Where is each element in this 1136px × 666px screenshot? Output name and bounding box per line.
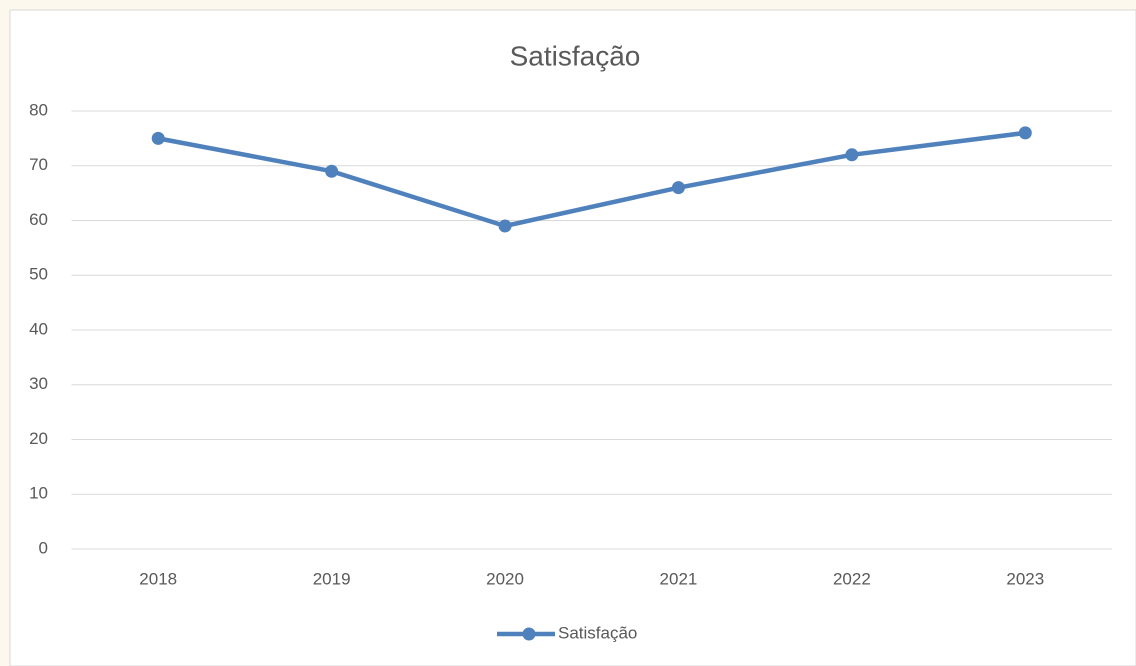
- data-point: [671, 181, 685, 195]
- x-tick-label: 2023: [1006, 569, 1044, 588]
- y-tick-label: 50: [29, 265, 48, 284]
- y-tick-label: 60: [29, 210, 48, 229]
- x-tick-label: 2021: [660, 569, 698, 588]
- chart-title: Satisfação: [510, 40, 641, 71]
- y-tick-label: 40: [29, 319, 48, 338]
- data-point: [498, 219, 512, 233]
- y-tick-label: 80: [29, 100, 48, 119]
- legend-marker: [522, 627, 536, 641]
- data-point: [325, 164, 339, 178]
- y-tick-label: 0: [39, 538, 48, 557]
- x-tick-label: 2020: [486, 569, 524, 588]
- y-tick-label: 10: [29, 484, 48, 503]
- data-point: [151, 131, 165, 145]
- x-tick-label: 2022: [833, 569, 871, 588]
- x-tick-label: 2019: [313, 569, 351, 588]
- y-tick-label: 20: [29, 429, 48, 448]
- chart-area: [9, 9, 1136, 666]
- data-point: [1018, 126, 1032, 140]
- legend-label: Satisfação: [558, 623, 637, 642]
- series-line: [155, 130, 1028, 229]
- y-tick-label: 30: [29, 374, 48, 393]
- data-point: [845, 148, 859, 162]
- y-tick-label: 70: [29, 155, 48, 174]
- x-tick-label: 2018: [139, 569, 177, 588]
